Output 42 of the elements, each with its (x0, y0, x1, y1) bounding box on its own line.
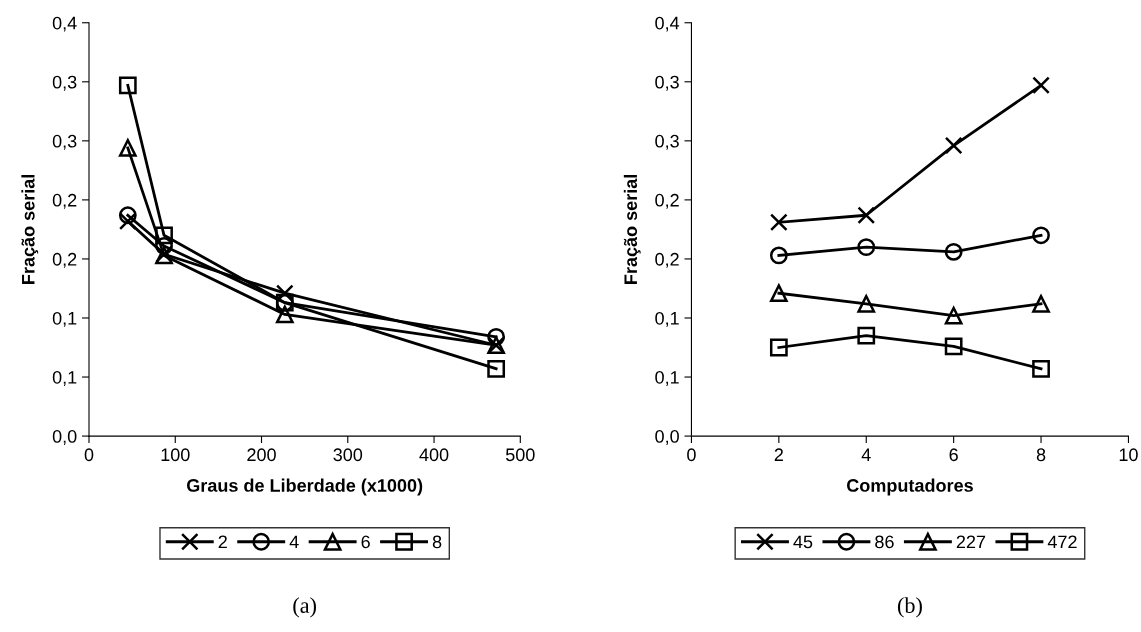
y-tick-label: 0,1 (52, 370, 77, 386)
x-tick-label: 10 (1119, 448, 1138, 462)
legend-label: 6 (361, 535, 370, 549)
y-tick-label: 0,2 (655, 252, 679, 268)
y-tick-label: 0,1 (52, 311, 77, 327)
y-axis-title: Fração serial (623, 174, 641, 284)
x-axis-title: Graus de Liberdade (x1000) (186, 478, 423, 496)
text: (b) (897, 597, 922, 618)
x-tick-label: 8 (1036, 448, 1046, 462)
x-tick-label: 500 (505, 448, 535, 462)
legend-label: 86 (875, 535, 894, 549)
y-tick-label: 0,4 (655, 16, 680, 32)
x-tick-label: 300 (333, 448, 363, 462)
legend-label: 4 (289, 535, 299, 549)
x-tick-label: 2 (774, 448, 783, 461)
y-tick-label: 0,0 (52, 430, 77, 445)
x-tick-label: 100 (161, 448, 190, 462)
y-tick-label: 0,2 (52, 252, 77, 268)
y-tick-label: 0,4 (52, 16, 77, 32)
x-axis-title: Computadores (846, 478, 973, 496)
y-tick-label: 0,0 (655, 430, 679, 445)
legend-label: 472 (1047, 535, 1077, 549)
y-tick-label: 0,3 (52, 134, 77, 150)
x-tick-label: 400 (419, 448, 449, 462)
x-tick-label: 200 (247, 448, 276, 462)
text: (a) (293, 597, 316, 618)
y-axis-title: Fração serial (21, 174, 39, 284)
x-tick-label: 0 (687, 448, 696, 462)
y-tick-label: 0,2 (655, 193, 679, 209)
y-tick-label: 0,1 (655, 370, 679, 386)
x-tick-label: 4 (861, 448, 871, 461)
legend-label: 8 (432, 535, 442, 549)
y-tick-label: 0,2 (52, 193, 77, 209)
y-tick-label: 0,3 (52, 75, 77, 91)
y-tick-label: 0,3 (655, 134, 679, 150)
y-tick-label: 0,1 (655, 311, 679, 327)
legend-label: 227 (956, 535, 986, 549)
y-tick-label: 0,3 (655, 75, 679, 91)
legend-label: 45 (793, 535, 813, 549)
legend-label: 2 (218, 535, 227, 549)
x-tick-label: 6 (949, 448, 958, 462)
x-tick-label: 0 (84, 448, 94, 462)
